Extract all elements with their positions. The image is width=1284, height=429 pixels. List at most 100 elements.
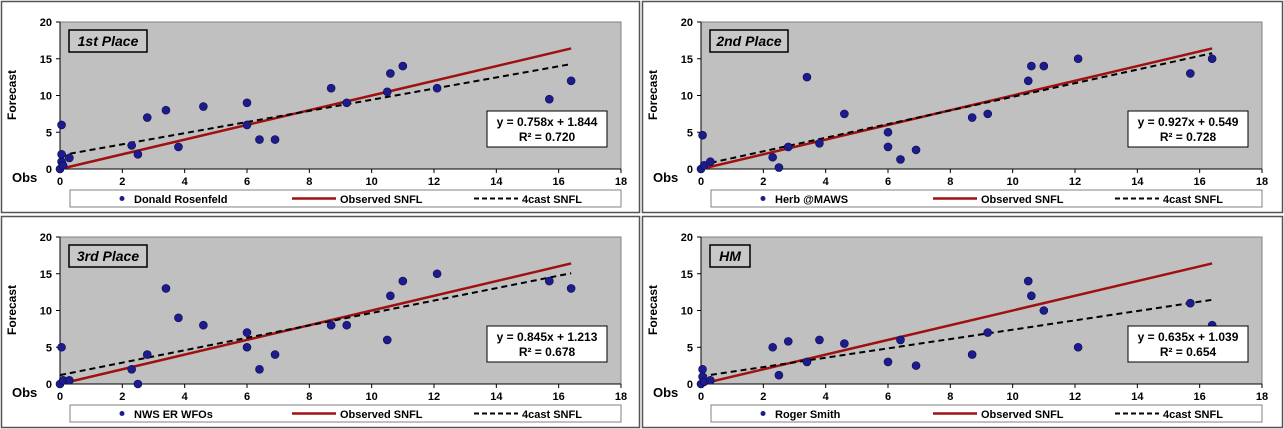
legend-label-forecast: 4cast SNFL <box>522 194 582 206</box>
chart-panel-3: 0 5 10 15 20 0 2 4 6 8 10 12 14 16 18 Forecast Obs 3rd Pl… <box>0 215 641 429</box>
data-point <box>142 350 152 359</box>
y-tick-label: 15 <box>681 269 693 281</box>
legend-label-points: Roger Smith <box>775 409 841 421</box>
data-point <box>840 109 849 119</box>
data-point <box>342 320 352 330</box>
x-tick-label: 10 <box>366 391 378 403</box>
chart-panel-1: 0 5 10 15 20 0 2 4 6 8 10 12 14 16 18 Forecast Obs 1st Pl… <box>0 0 641 214</box>
data-point <box>382 87 392 97</box>
y-tick-label: 5 <box>46 342 52 354</box>
data-point <box>774 370 784 380</box>
data-point <box>802 357 812 367</box>
data-point <box>242 342 252 352</box>
x-tick-label: 2 <box>760 391 766 403</box>
x-tick-label: 0 <box>57 176 63 188</box>
data-point <box>840 339 849 348</box>
x-tick-label: 16 <box>1194 176 1206 188</box>
chart-panel-2: 0 5 10 15 20 0 2 4 6 8 10 12 14 16 18 Forecast Obs 2nd Pl… <box>641 0 1284 214</box>
data-point <box>896 335 905 345</box>
x-tick-label: 14 <box>490 391 503 403</box>
chart-title: 1st Place <box>78 33 139 49</box>
legend-label-points: Herb @MAWS <box>775 194 848 206</box>
y-tick-label: 0 <box>46 379 52 391</box>
data-point <box>161 105 171 115</box>
x-tick-label: 18 <box>1256 391 1268 403</box>
x-tick-label: 0 <box>698 391 704 403</box>
data-point <box>1073 54 1083 64</box>
data-point <box>1073 342 1083 352</box>
r-squared-label: R² = 0.720 <box>519 130 576 144</box>
y-tick-label: 20 <box>40 17 52 29</box>
x-tick-label: 2 <box>760 176 766 188</box>
data-point <box>133 379 143 389</box>
y-tick-label: 5 <box>46 127 52 139</box>
data-point <box>783 337 793 346</box>
title-box <box>68 244 148 268</box>
legend-marker-points <box>760 196 766 201</box>
x-axis-label: Obs <box>12 170 37 185</box>
y-tick-label: 10 <box>681 306 693 318</box>
chart-hm: 0 5 10 15 20 0 2 4 6 8 10 12 14 16 18 Forecast Obs HM y = … <box>641 215 1284 429</box>
data-point <box>242 120 252 130</box>
chart-title: 3rd Place <box>77 248 139 264</box>
data-point <box>270 350 280 359</box>
regression-equation: y = 0.927x + 0.549 <box>1138 115 1239 129</box>
x-tick-label: 16 <box>553 391 565 403</box>
data-point <box>1023 76 1033 86</box>
legend-label-observed: Observed SNFL <box>340 409 423 421</box>
regression-equation: y = 0.635x + 1.039 <box>1138 330 1239 344</box>
y-tick-label: 5 <box>687 342 693 354</box>
plot-area <box>700 236 1263 385</box>
data-point <box>706 376 715 385</box>
data-point <box>255 135 264 144</box>
data-point <box>768 342 777 352</box>
x-tick-label: 6 <box>885 176 891 188</box>
data-point <box>432 269 442 279</box>
x-tick-label: 8 <box>306 176 312 188</box>
data-point <box>398 276 408 286</box>
data-point <box>896 155 905 164</box>
legend-label-forecast: 4cast SNFL <box>1163 409 1223 421</box>
x-tick-label: 4 <box>823 391 830 403</box>
y-tick-label: 10 <box>40 306 52 318</box>
data-point <box>342 98 352 108</box>
legend-label-observed: Observed SNFL <box>981 409 1064 421</box>
legend-marker-points <box>119 411 125 416</box>
chart-2nd-place: 0 5 10 15 20 0 2 4 6 8 10 12 14 16 18 Forecast Obs 2nd Pl… <box>641 0 1284 214</box>
chart-1st-place: 0 5 10 15 20 0 2 4 6 8 10 12 14 16 18 Forecast Obs 1st Pl… <box>0 0 641 214</box>
observed-line <box>700 262 1213 386</box>
r-squared-label: R² = 0.678 <box>519 345 576 359</box>
x-tick-label: 6 <box>885 391 891 403</box>
x-tick-label: 18 <box>1256 176 1268 188</box>
x-tick-label: 12 <box>428 176 440 188</box>
x-tick-label: 6 <box>244 391 250 403</box>
chart-3rd-place: 0 5 10 15 20 0 2 4 6 8 10 12 14 16 18 Forecast Obs 3rd Pl… <box>0 215 641 429</box>
data-point <box>545 276 554 286</box>
data-point <box>398 61 408 71</box>
forecast-trend-line <box>59 63 572 157</box>
x-tick-label: 10 <box>1007 176 1019 188</box>
data-point <box>698 365 707 374</box>
data-point <box>382 335 392 345</box>
legend-box <box>69 404 622 423</box>
observed-line <box>59 47 572 171</box>
legend-box <box>69 189 622 208</box>
data-point <box>1027 61 1036 71</box>
equation-box <box>486 110 608 148</box>
x-axis-label: Obs <box>12 385 37 400</box>
x-tick-label: 18 <box>615 391 627 403</box>
data-point <box>698 130 707 140</box>
y-tick-label: 20 <box>40 232 52 244</box>
forecast-trend-line <box>700 298 1213 378</box>
r-squared-label: R² = 0.728 <box>1160 130 1217 144</box>
title-box <box>709 244 751 268</box>
x-tick-label: 18 <box>615 176 627 188</box>
data-point <box>432 83 442 93</box>
legend-box <box>710 404 1263 423</box>
data-point <box>1023 276 1033 286</box>
data-point <box>815 335 824 345</box>
data-point <box>802 72 812 82</box>
data-point <box>57 150 66 159</box>
y-axis-label: Forecast <box>5 285 19 335</box>
equation-box <box>1127 325 1249 363</box>
